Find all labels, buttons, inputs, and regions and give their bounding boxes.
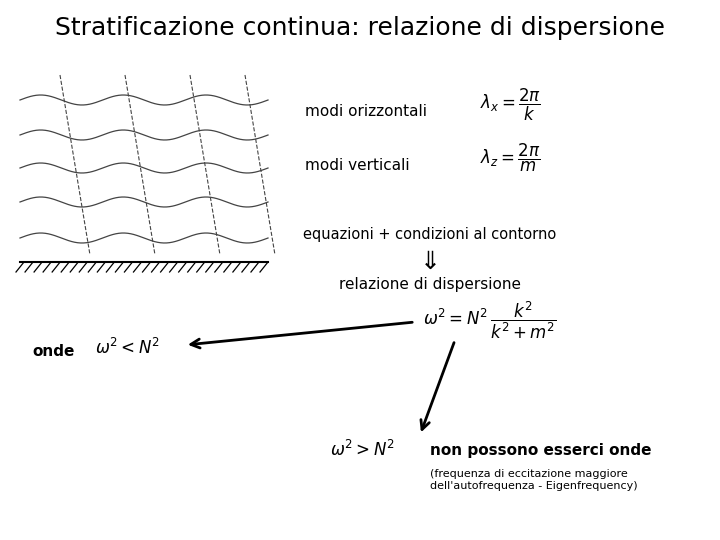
Text: (frequenza di eccitazione maggiore
dell'autofrequenza - Eigenfrequency): (frequenza di eccitazione maggiore dell'… [430, 469, 638, 491]
Text: onde: onde [32, 345, 74, 360]
Text: equazioni + condizioni al contorno: equazioni + condizioni al contorno [303, 227, 557, 242]
Text: $\lambda_z = \dfrac{2\pi}{m}$: $\lambda_z = \dfrac{2\pi}{m}$ [480, 142, 541, 174]
Text: $\omega^2 < N^2$: $\omega^2 < N^2$ [95, 338, 160, 358]
Text: $\omega^2 > N^2$: $\omega^2 > N^2$ [330, 440, 395, 460]
Text: $\lambda_x = \dfrac{2\pi}{k}$: $\lambda_x = \dfrac{2\pi}{k}$ [480, 87, 541, 123]
Text: non possono esserci onde: non possono esserci onde [430, 442, 652, 457]
Text: ⇓: ⇓ [420, 250, 441, 274]
Text: modi verticali: modi verticali [305, 158, 410, 172]
Text: Stratificazione continua: relazione di dispersione: Stratificazione continua: relazione di d… [55, 16, 665, 40]
Text: relazione di dispersione: relazione di dispersione [339, 278, 521, 293]
Text: modi orizzontali: modi orizzontali [305, 105, 427, 119]
Text: $\omega^2 = N^2\,\dfrac{k^2}{k^2 + m^2}$: $\omega^2 = N^2\,\dfrac{k^2}{k^2 + m^2}$ [423, 299, 557, 341]
